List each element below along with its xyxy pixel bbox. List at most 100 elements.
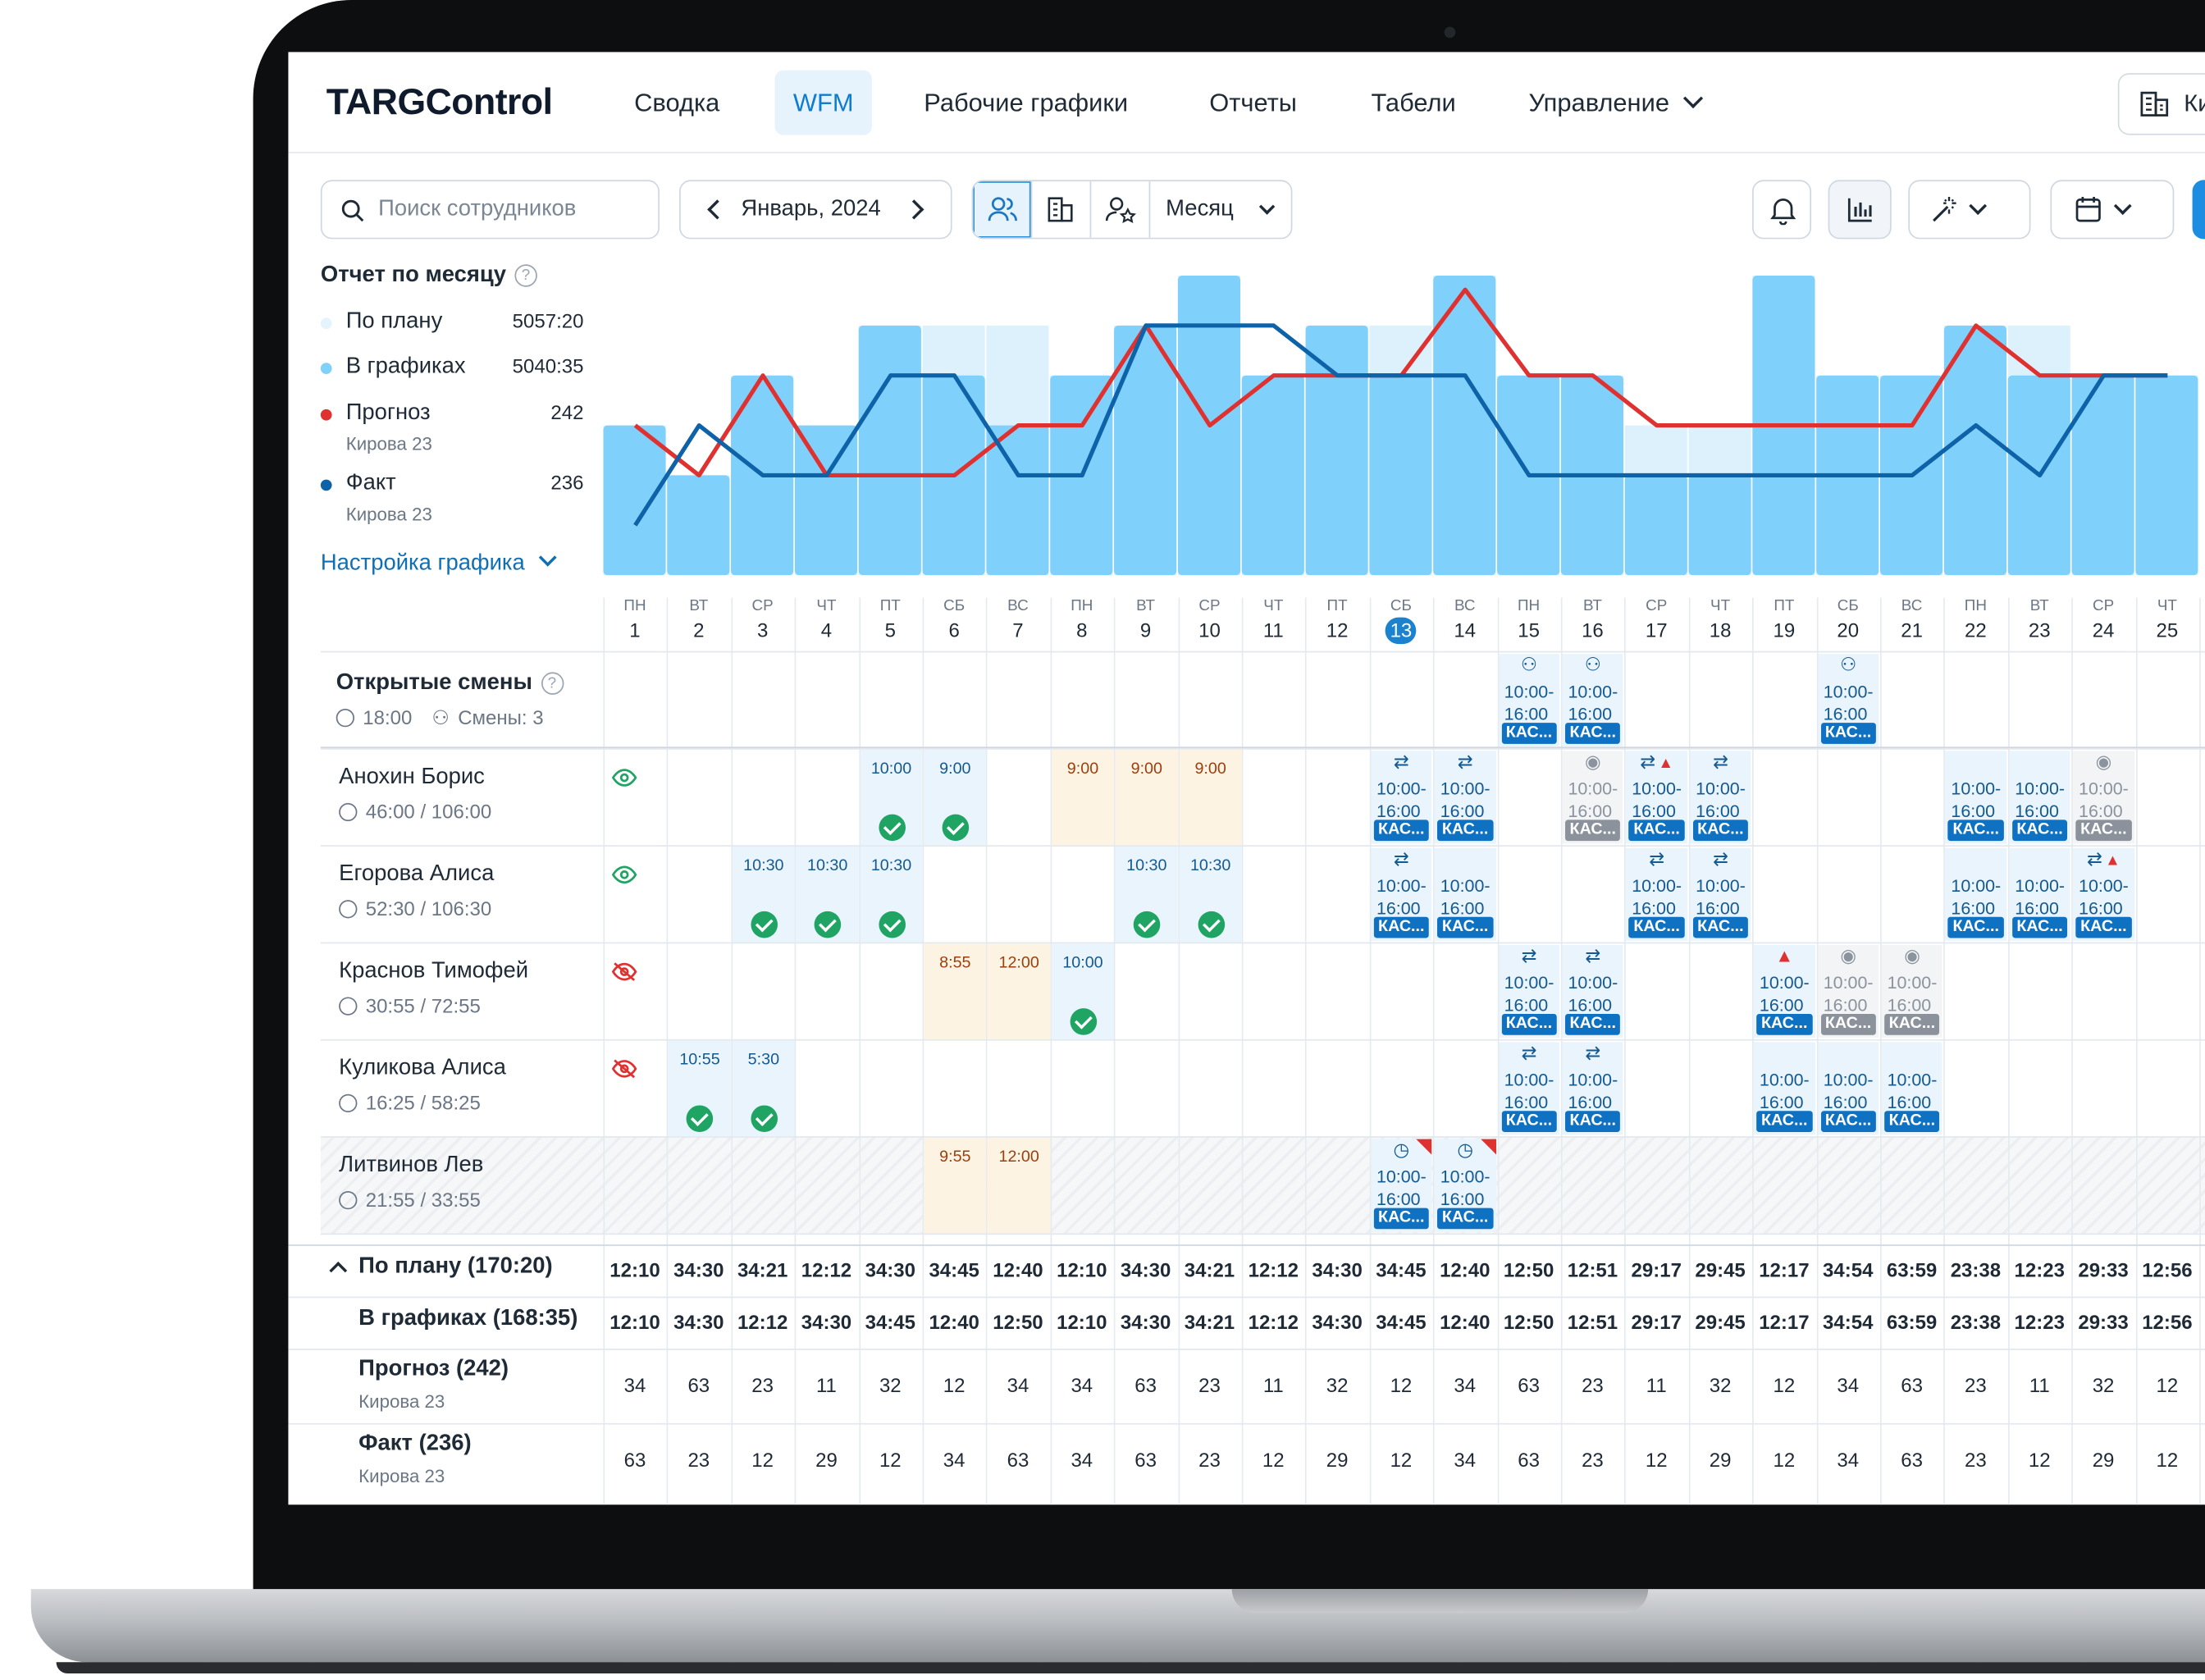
scheduled-shift[interactable]: ⚇ 10:00- 16:00 КАС... xyxy=(1817,654,1879,747)
scheduled-shift[interactable]: ⇄ ▲ 10:00- 16:00 КАС... xyxy=(1626,751,1687,844)
nav-work-schedules[interactable]: Рабочие графики xyxy=(924,89,1129,117)
scheduled-shift[interactable]: ◉ 10:00- 16:00 КАС... xyxy=(1881,945,1943,1039)
employee-row-label[interactable]: Куликова Алиса 16:25 / 58:25 xyxy=(339,1056,637,1114)
scheduled-shift[interactable]: ◉ 10:00- 16:00 КАС... xyxy=(1817,945,1879,1039)
scheduled-shift[interactable]: ⇄ 10:00- 16:00 КАС... xyxy=(1434,751,1496,844)
day-header[interactable]: СБ 13 xyxy=(1369,598,1432,645)
day-header[interactable]: ВТ 9 xyxy=(1114,598,1177,643)
day-header[interactable]: СБ 20 xyxy=(1816,598,1879,643)
eye-icon[interactable] xyxy=(611,768,637,795)
shift-cell[interactable]: 12:00 xyxy=(988,943,1051,1039)
nav-wfm[interactable]: WFM xyxy=(774,70,872,135)
shift-cell[interactable]: 12:00 xyxy=(988,1137,1051,1234)
day-header[interactable]: ПН 8 xyxy=(1050,598,1113,643)
shift-cell[interactable]: 8:55 xyxy=(924,943,987,1039)
day-header[interactable]: ПТ 12 xyxy=(1306,598,1369,643)
view-employees-button[interactable] xyxy=(973,181,1033,238)
day-header[interactable]: СР 17 xyxy=(1625,598,1688,643)
scheduled-shift[interactable]: ⇄ 10:00- 16:00 КАС... xyxy=(1371,751,1432,844)
scheduled-shift[interactable]: 10:00- 16:00 КАС... xyxy=(2009,847,2070,941)
day-header[interactable]: ПТ 5 xyxy=(859,598,922,643)
scheduled-shift[interactable]: 10:00- 16:00 КАС... xyxy=(1881,1042,1943,1135)
scheduled-shift[interactable]: ⇄ 10:00- 16:00 КАС... xyxy=(1562,1042,1623,1135)
scheduled-shift[interactable]: ◷ 10:00- 16:00 КАС... xyxy=(1434,1139,1496,1232)
shift-cell[interactable]: 10:00 xyxy=(860,749,923,846)
shift-cell[interactable]: 9:00 xyxy=(1115,749,1178,846)
chevron-up-icon[interactable] xyxy=(329,1261,348,1280)
chevron-left-icon[interactable] xyxy=(707,199,728,220)
scheduled-shift[interactable]: ◉ 10:00- 16:00 КАС... xyxy=(2073,751,2134,844)
scheduled-shift[interactable]: ◷ 10:00- 16:00 КАС... xyxy=(1371,1139,1432,1232)
scheduled-shift[interactable]: ⇄ ▲ 10:00- 16:00 КАС... xyxy=(2073,847,2134,941)
nav-management[interactable]: Управление xyxy=(1510,71,1719,135)
day-header[interactable]: ЧТ 11 xyxy=(1242,598,1305,643)
day-header[interactable]: ВС 14 xyxy=(1433,598,1496,643)
scheduled-shift[interactable]: ⚇ 10:00- 16:00 КАС... xyxy=(1498,654,1560,747)
location-selector[interactable]: Ки xyxy=(2117,73,2205,135)
view-mode-select[interactable]: Месяц xyxy=(1149,181,1291,238)
day-header[interactable]: СР 10 xyxy=(1178,598,1241,643)
day-header[interactable]: ПТ 19 xyxy=(1752,598,1815,643)
notifications-button[interactable] xyxy=(1752,180,1812,240)
day-header[interactable]: СР 24 xyxy=(2071,598,2134,643)
chart-settings-link[interactable]: Настройка графика xyxy=(321,548,557,577)
shift-cell[interactable]: 10:30 xyxy=(1179,847,1242,943)
day-header[interactable]: СБ 6 xyxy=(923,598,986,643)
day-header[interactable]: ЧТ 4 xyxy=(795,598,858,643)
scheduled-shift[interactable]: ⇄ 10:00- 16:00 КАС... xyxy=(1690,751,1751,844)
employee-row-label[interactable]: Литвинов Лев 21:55 / 33:55 xyxy=(339,1153,592,1211)
scheduled-shift[interactable]: ⚇ 10:00- 16:00 КАС... xyxy=(1562,654,1623,747)
shift-cell[interactable]: 10:55 xyxy=(668,1040,732,1137)
nav-timesheets[interactable]: Табели xyxy=(1371,89,1456,117)
scheduled-shift[interactable]: ◉ 10:00- 16:00 КАС... xyxy=(1562,751,1623,844)
scheduled-shift[interactable]: ⇄ 10:00- 16:00 КАС... xyxy=(1690,847,1751,941)
scheduled-shift[interactable]: ▲ 10:00- 16:00 КАС... xyxy=(1754,945,1815,1039)
employee-name[interactable]: Анохин Борис xyxy=(339,765,485,789)
eye-off-icon[interactable] xyxy=(611,1059,637,1086)
shift-cell[interactable]: 10:00 xyxy=(1051,943,1115,1039)
auto-schedule-button[interactable] xyxy=(1908,180,2031,240)
period-label[interactable]: Январь, 2024 xyxy=(741,197,881,221)
day-header[interactable]: ВТ 16 xyxy=(1561,598,1624,643)
scheduled-shift[interactable]: ⇄ 10:00- 16:00 КАС... xyxy=(1371,847,1432,941)
chart-toggle-button[interactable] xyxy=(1828,180,1892,240)
day-header[interactable]: ВС 7 xyxy=(986,598,1049,643)
chevron-right-icon[interactable] xyxy=(904,199,924,220)
primary-action-button[interactable] xyxy=(2192,180,2205,240)
scheduled-shift[interactable]: ⇄ 10:00- 16:00 КАС... xyxy=(1562,945,1623,1039)
shift-cell[interactable]: 10:30 xyxy=(732,847,795,943)
day-header[interactable]: ВТ 2 xyxy=(667,598,730,643)
day-header[interactable]: ВС 21 xyxy=(1880,598,1943,643)
shift-cell[interactable]: 9:00 xyxy=(1179,749,1242,846)
scheduled-shift[interactable]: 10:00- 16:00 КАС... xyxy=(1945,751,2006,844)
shift-cell[interactable]: 9:00 xyxy=(1051,749,1115,846)
shift-cell[interactable]: 10:30 xyxy=(1115,847,1178,943)
shift-cell[interactable]: 9:55 xyxy=(924,1137,987,1234)
scheduled-shift[interactable]: ⇄ 10:00- 16:00 КАС... xyxy=(1626,847,1687,941)
eye-off-icon[interactable] xyxy=(611,962,637,989)
day-header[interactable]: ЧТ 18 xyxy=(1689,598,1752,643)
scheduled-shift[interactable]: 10:00- 16:00 КАС... xyxy=(1434,847,1496,941)
day-header[interactable]: ПН 22 xyxy=(1944,598,2007,643)
employee-name[interactable]: Краснов Тимофей xyxy=(339,959,529,984)
nav-summary[interactable]: Сводка xyxy=(634,89,720,117)
scheduled-shift[interactable]: 10:00- 16:00 КАС... xyxy=(1817,1042,1879,1135)
employee-row-label[interactable]: Анохин Борис 46:00 / 106:00 xyxy=(339,765,637,823)
scheduled-shift[interactable]: 10:00- 16:00 КАС... xyxy=(1754,1042,1815,1135)
scheduled-shift[interactable]: 10:00- 16:00 КАС... xyxy=(2009,751,2070,844)
scheduled-shift[interactable]: ⇄ 10:00- 16:00 КАС... xyxy=(1498,1042,1560,1135)
search-input[interactable]: Поиск сотрудников xyxy=(320,180,660,240)
day-header[interactable]: ВТ 23 xyxy=(2008,598,2071,643)
view-positions-button[interactable] xyxy=(1090,181,1151,238)
calendar-button[interactable] xyxy=(2050,180,2175,240)
view-locations-button[interactable] xyxy=(1031,181,1092,238)
employee-name[interactable]: Егорова Алиса xyxy=(339,861,495,887)
scheduled-shift[interactable]: ⇄ 10:00- 16:00 КАС... xyxy=(1498,945,1560,1039)
day-header[interactable]: ЧТ 25 xyxy=(2135,598,2198,643)
scheduled-shift[interactable]: 10:00- 16:00 КАС... xyxy=(1945,847,2006,941)
employee-name[interactable]: Куликова Алиса xyxy=(339,1056,506,1080)
shift-cell[interactable]: 10:30 xyxy=(860,847,923,943)
day-header[interactable]: ПН 1 xyxy=(603,598,666,643)
shift-cell[interactable]: 5:30 xyxy=(732,1040,795,1137)
eye-icon[interactable] xyxy=(611,865,637,892)
